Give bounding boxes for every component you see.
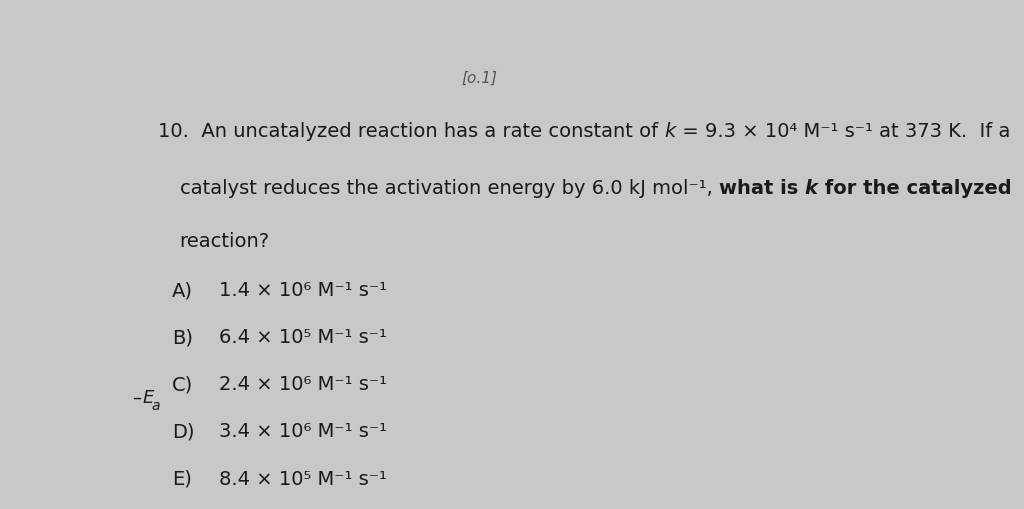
Text: 2.4 × 10⁶ M⁻¹ s⁻¹: 2.4 × 10⁶ M⁻¹ s⁻¹ — [219, 375, 387, 393]
Text: 3.4 × 10⁶ M⁻¹ s⁻¹: 3.4 × 10⁶ M⁻¹ s⁻¹ — [219, 421, 387, 441]
Text: –: – — [132, 388, 141, 406]
Text: [o.1]: [o.1] — [461, 71, 498, 86]
Text: k: k — [805, 179, 817, 197]
Text: C): C) — [172, 375, 193, 393]
Text: 6.4 × 10⁵ M⁻¹ s⁻¹: 6.4 × 10⁵ M⁻¹ s⁻¹ — [219, 328, 387, 347]
Text: k: k — [665, 122, 676, 141]
Text: a: a — [152, 398, 161, 412]
Text: for the catalyzed: for the catalyzed — [817, 179, 1012, 197]
Text: A): A) — [172, 280, 193, 299]
Text: 10.  An uncatalyzed reaction has a rate constant of: 10. An uncatalyzed reaction has a rate c… — [158, 122, 665, 141]
Text: reaction?: reaction? — [179, 232, 269, 250]
Text: B): B) — [172, 328, 193, 347]
Text: E: E — [142, 388, 154, 406]
Text: 1.4 × 10⁶ M⁻¹ s⁻¹: 1.4 × 10⁶ M⁻¹ s⁻¹ — [219, 280, 387, 299]
Text: what is: what is — [719, 179, 805, 197]
Text: D): D) — [172, 421, 195, 441]
Text: E): E) — [172, 469, 191, 488]
Text: catalyst reduces the activation energy by 6.0 kJ mol⁻¹,: catalyst reduces the activation energy b… — [179, 179, 719, 197]
Text: = 9.3 × 10⁴ M⁻¹ s⁻¹ at 373 K.  If a: = 9.3 × 10⁴ M⁻¹ s⁻¹ at 373 K. If a — [676, 122, 1010, 141]
Text: 8.4 × 10⁵ M⁻¹ s⁻¹: 8.4 × 10⁵ M⁻¹ s⁻¹ — [219, 469, 387, 488]
